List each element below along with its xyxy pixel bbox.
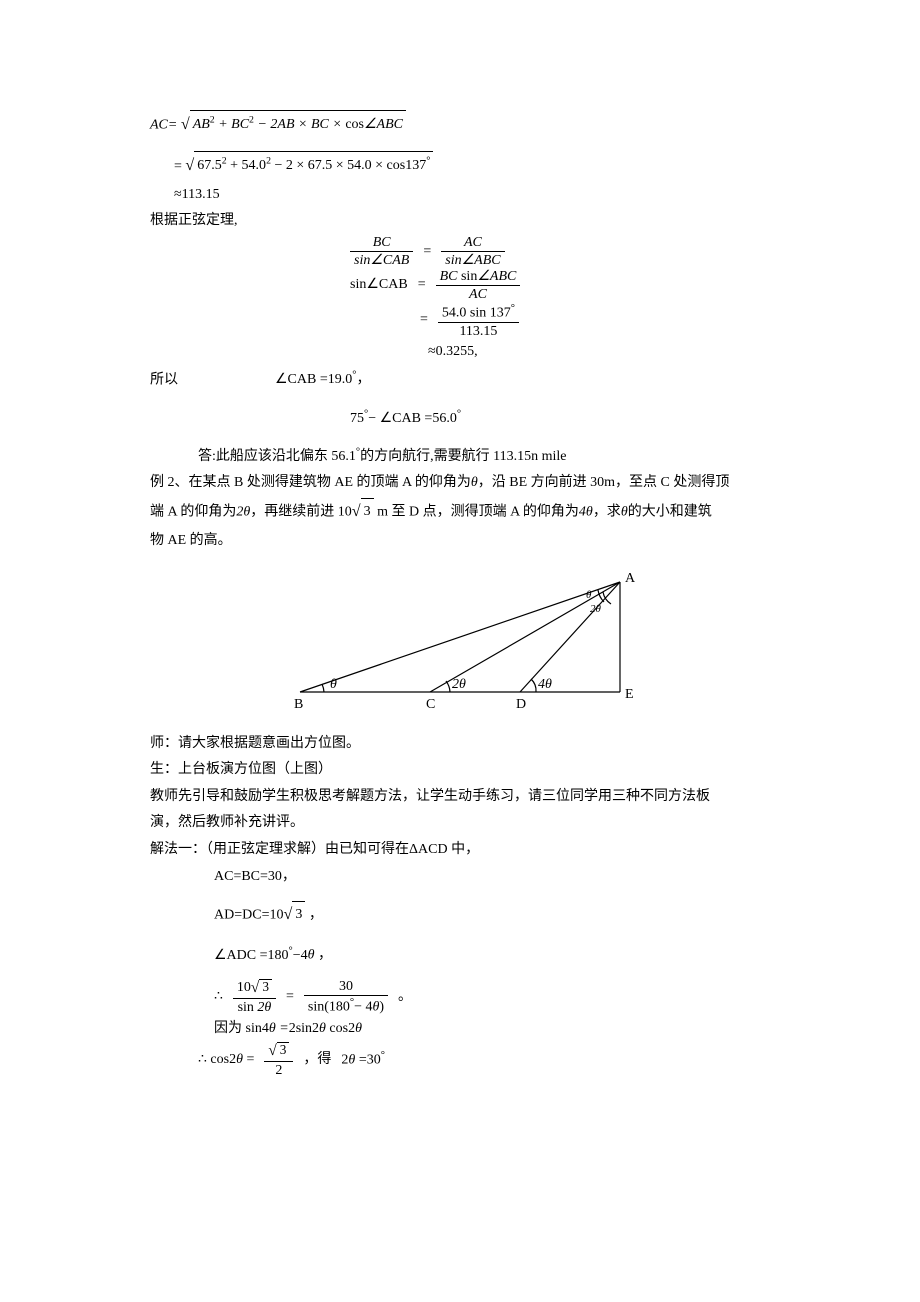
line-sine-law: 根据正弦定理, [150,208,770,235]
ex2-l2c: m 至 D 点，测得顶端 A 的仰角为 [374,504,579,519]
label-D: D [516,697,526,712]
m1-cos: ∴ cos2θ = 32 ，得 2θ =30° [150,1042,770,1078]
label-A: A [625,571,636,586]
m1-l1: AC=BC=30， [150,864,770,891]
angle-2theta-top: 2θ [590,603,602,615]
m1-l2a: AD=DC=10 [214,908,283,923]
triangle-diagram: B C D E A θ 2θ 4θ θ 2θ [150,562,770,723]
m1-frac-post: 。 [398,984,412,1011]
suoyi-line: 所以 ∠CAB =19.0°， [150,366,770,394]
label-B: B [294,697,303,712]
frac1-num2: AC [441,235,504,252]
ex2-l1a: 在某点 B 处测得建筑物 AE 的顶端 A 的仰角为 [189,475,471,490]
m1-l2b: ， [305,908,323,923]
sincab-eq-sign: = [418,272,426,299]
ex2-l2b: ，再继续前进 10 [250,504,352,519]
ex2-sqrt3: 3 [361,498,374,526]
m1-frac-eq-sign: = [286,984,294,1011]
page-content: AC= AB2 + BC2 − 2AB × BC × cos∠ABC = 67.… [0,0,920,1138]
m1-because: 因为 sin4θ =2sin2θ cos2θ [150,1016,770,1043]
m1-cos-mid: ，得 [303,1047,331,1074]
frac1-num: BC [350,235,413,252]
frac1-den2: sin∠ABC [441,252,504,268]
ex2-l1b: ，沿 BE 方向前进 30m，至点 C 处测得顶 [478,475,730,490]
label-E: E [625,687,634,702]
eq1-lhs: AC= [150,118,177,133]
m1-frac-pre: ∴ [214,984,223,1011]
ex2-line2: 端 A 的仰角为2θ，再继续前进 103 m 至 D 点，测得顶端 A 的仰角为… [150,497,770,528]
m1-l2: AD=DC=103 ， [150,900,770,931]
ex2-theta2: θ [621,504,628,519]
sincab-eq: sin∠CAB = BC sin∠ABCAC [150,269,770,303]
ex2-l2e: 的大小和建筑 [628,504,712,519]
teacher-line2b: 演，然后教师补充讲评。 [150,810,770,837]
label-C: C [426,697,435,712]
m1-l3: ∠ADC =180°−4θ ， [150,941,770,969]
ex2-l2a: 端 A 的仰角为 [150,504,236,519]
angle-theta-B: θ [330,677,337,692]
sincab-approx: ≈0.3255, [150,339,770,366]
ex2-line1: 例 2、在某点 B 处测得建筑物 AE 的顶端 A 的仰角为θ，沿 BE 方向前… [150,470,770,497]
method1-header: 解法一：（用正弦定理求解）由已知可得在ΔACD 中， [150,837,770,864]
angle-theta-top: θ [586,589,592,601]
ex2-theta: θ [471,475,478,490]
answer1: 答:此船应该沿北偏东 56.1°的方向航行,需要航行 113.15n mile [150,442,770,470]
frac1-sep: = [423,239,431,266]
teacher-line2a: 教师先引导和鼓励学生积极思考解题方法，让学生动手练习，请三位同学用三种不同方法板 [150,784,770,811]
ex2-line3: 物 AE 的高。 [150,528,770,555]
ex2-label: 例 2、 [150,475,189,490]
angle-2theta-C: 2θ [452,677,466,692]
student-line1: 生：上台板演方位图（上图） [150,757,770,784]
frac1-den: sin∠CAB [350,252,413,268]
frac2-eq: = [420,307,428,334]
m1-l3b: ， [315,948,333,963]
eq-ac-numeric: = 67.52 + 54.02 − 2 × 67.5 × 54.0 × cos1… [150,151,770,182]
eq-ac-cosine: AC= AB2 + BC2 − 2AB × BC × cos∠ABC [150,110,770,141]
method1-pre: 解法一：（用正弦定理求解）由已知可得在 [150,842,409,857]
method1-post: 中， [448,842,480,857]
m1-frac-eq: ∴ 103sin 2θ = 30sin(180°− 4θ) 。 [150,979,770,1015]
eq-ac-approx: ≈113.15 [150,182,770,209]
suoyi-pre: 所以 [150,372,178,387]
sine-law-frac: BCsin∠CAB = ACsin∠ABC [150,235,770,269]
teacher-line1: 师：请大家根据题意画出方位图。 [150,731,770,758]
m1-because-pre: 因为 [214,1021,246,1036]
sincab-num: = 54.0 sin 137°113.15 [150,303,770,339]
angle-4theta-D: 4θ [538,677,552,692]
diff-line: 75°− ∠CAB =56.0° [150,404,770,432]
ex2-l2d: ，求 [593,504,621,519]
